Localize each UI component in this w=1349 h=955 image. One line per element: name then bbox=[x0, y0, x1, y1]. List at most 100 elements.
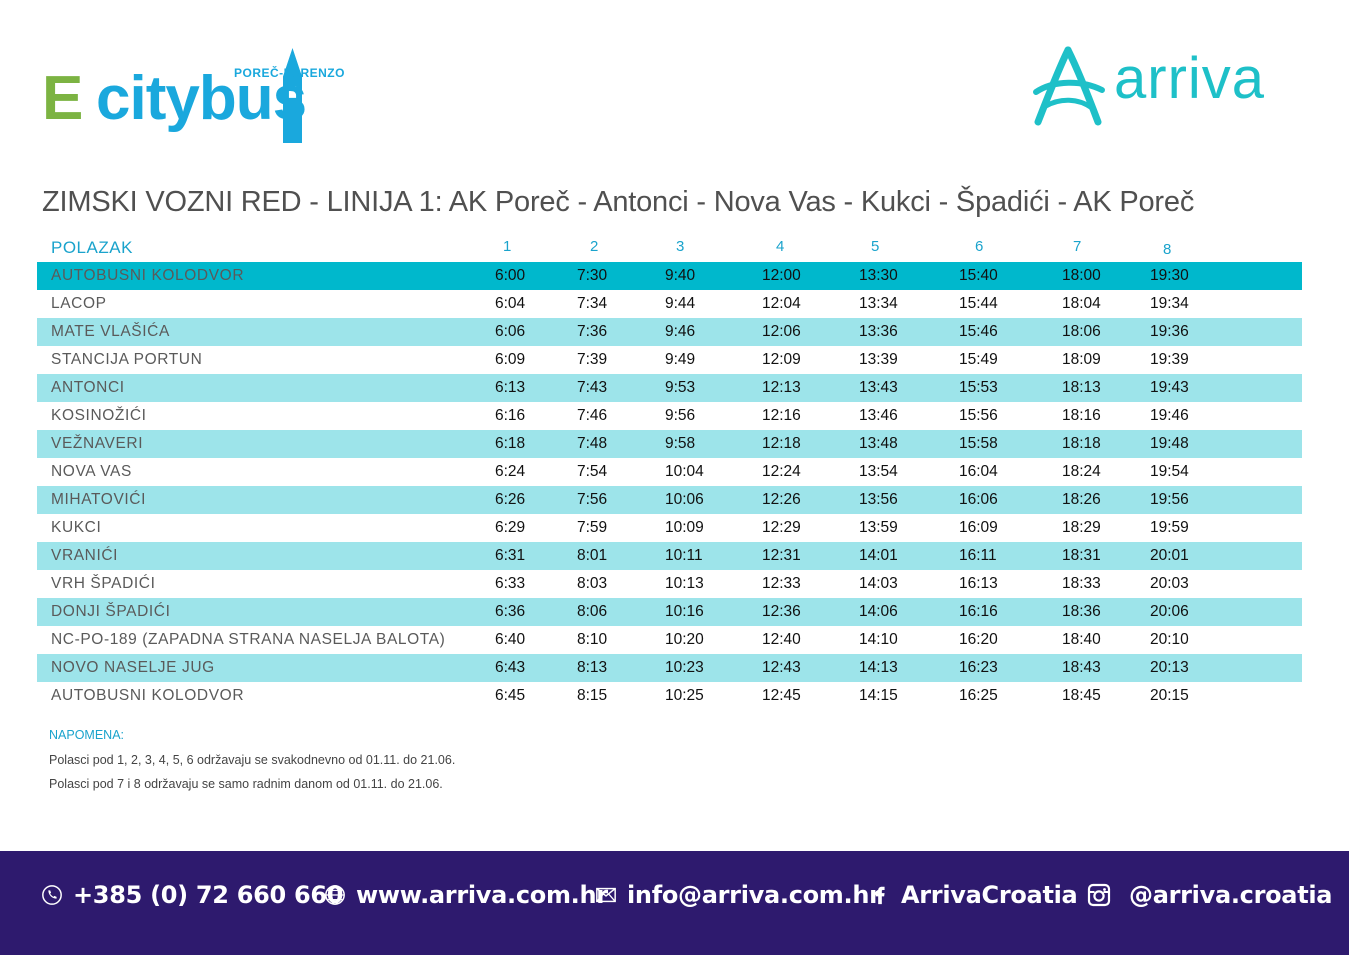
envelope-icon bbox=[596, 887, 616, 903]
footer-website[interactable]: www.arriva.com.hr bbox=[324, 881, 608, 909]
departure-time: 10:25 bbox=[665, 687, 704, 704]
table-row: KOSINOŽIĆI 6:16 7:46 9:56 12:16 13:46 15:56 18:… bbox=[37, 402, 1302, 430]
stop-name: NC-PO-189 (ZAPADNA STRANA NASELJA BALOTA… bbox=[51, 631, 446, 648]
departure-time: 19:39 bbox=[1150, 351, 1189, 368]
departure-time: 6:26 bbox=[495, 491, 526, 508]
citybus-e-letter: E bbox=[42, 64, 84, 133]
departure-number: 1 bbox=[503, 238, 512, 255]
departure-time: 8:10 bbox=[577, 631, 608, 648]
departure-time: 19:48 bbox=[1150, 435, 1189, 452]
table-row: NC-PO-189 (ZAPADNA STRANA NASELJA BALOTA… bbox=[37, 626, 1302, 654]
departure-time: 12:04 bbox=[762, 295, 801, 312]
departure-time: 7:36 bbox=[577, 323, 608, 340]
stop-name: KOSINOŽIĆI bbox=[51, 407, 147, 424]
departure-time: 14:13 bbox=[859, 659, 898, 676]
departure-time: 7:43 bbox=[577, 379, 608, 396]
departure-time: 19:43 bbox=[1150, 379, 1189, 396]
departure-time: 18:33 bbox=[1062, 575, 1101, 592]
table-row: MATE VLAŠIĆA 6:06 7:36 9:46 12:06 13:36 15:46 1… bbox=[37, 318, 1302, 346]
departure-time: 18:00 bbox=[1062, 267, 1101, 284]
website-link: www.arriva.com.hr bbox=[356, 881, 608, 909]
departure-time: 12:40 bbox=[762, 631, 801, 648]
departure-time: 7:54 bbox=[577, 463, 608, 480]
timetable: POLAZAK 1 2 3 4 5 6 7 8 AUTOBUSNI KOLODV… bbox=[37, 234, 1302, 710]
departure-time: 16:06 bbox=[959, 491, 998, 508]
table-row: VRH ŠPADIĆI 6:33 8:03 10:13 12:33 14:03 16:13 1… bbox=[37, 570, 1302, 598]
table-row: NOVO NASELJE JUG 6:43 8:13 10:23 12:43 14:13 1… bbox=[37, 654, 1302, 682]
departure-time: 9:53 bbox=[665, 379, 696, 396]
footer-email[interactable]: info@arriva.com.hr bbox=[595, 881, 881, 909]
table-row: LACOP 6:04 7:34 9:44 12:04 13:34 15:44 18:04 19:… bbox=[37, 290, 1302, 318]
departure-time: 13:34 bbox=[859, 295, 898, 312]
departure-time: 6:31 bbox=[495, 547, 526, 564]
stop-name: VEŽNAVERI bbox=[51, 435, 144, 452]
departure-time: 6:06 bbox=[495, 323, 526, 340]
departure-time: 19:36 bbox=[1150, 323, 1189, 340]
table-body: AUTOBUSNI KOLODVOR 6:00 7:30 9:40 12:00 13:30… bbox=[37, 262, 1302, 710]
departure-time: 9:44 bbox=[665, 295, 696, 312]
facebook-icon bbox=[875, 886, 885, 905]
footer-instagram[interactable]: @arriva.croatia bbox=[1087, 881, 1333, 909]
departure-time: 16:13 bbox=[959, 575, 998, 592]
departure-time: 12:18 bbox=[762, 435, 801, 452]
departure-time: 10:11 bbox=[665, 547, 703, 564]
stop-name: STANCIJA PORTUN bbox=[51, 351, 203, 368]
departure-time: 10:09 bbox=[665, 519, 704, 536]
stop-name: DONJI ŠPADIĆI bbox=[51, 603, 171, 620]
departure-time: 20:13 bbox=[1150, 659, 1189, 676]
departure-time: 9:40 bbox=[665, 267, 696, 284]
departure-time: 6:09 bbox=[495, 351, 526, 368]
departure-time: 14:01 bbox=[859, 547, 898, 564]
table-row: KUKCI 6:29 7:59 10:09 12:29 13:59 16:09 18:29 19… bbox=[37, 514, 1302, 542]
departure-time: 9:56 bbox=[665, 407, 696, 424]
email-link: info@arriva.com.hr bbox=[627, 881, 881, 909]
departure-time: 10:06 bbox=[665, 491, 704, 508]
departure-time: 10:23 bbox=[665, 659, 704, 676]
departure-time: 13:56 bbox=[859, 491, 898, 508]
departure-time: 7:34 bbox=[577, 295, 608, 312]
table-row: NOVA VAS 6:24 7:54 10:04 12:24 13:54 16:04 18:2… bbox=[37, 458, 1302, 486]
departure-time: 6:18 bbox=[495, 435, 526, 452]
departure-time: 7:39 bbox=[577, 351, 608, 368]
instagram-icon bbox=[1087, 883, 1111, 907]
departure-time: 7:46 bbox=[577, 407, 608, 424]
departure-time: 9:46 bbox=[665, 323, 696, 340]
tower-icon bbox=[283, 48, 302, 143]
stop-name: VRANIĆI bbox=[51, 547, 119, 564]
departure-time: 15:46 bbox=[959, 323, 998, 340]
departure-time: 8:06 bbox=[577, 603, 608, 620]
departure-time: 18:18 bbox=[1062, 435, 1101, 452]
departure-time: 7:59 bbox=[577, 519, 608, 536]
departure-time: 18:13 bbox=[1062, 379, 1101, 396]
citybus-logo: E citybus POREČ-PARENZO bbox=[42, 48, 347, 143]
departure-time: 14:06 bbox=[859, 603, 898, 620]
facebook-link: ArrivaCroatia bbox=[901, 881, 1078, 909]
departure-time: 20:15 bbox=[1150, 687, 1189, 704]
stop-column-header: POLAZAK bbox=[51, 238, 133, 257]
footer-facebook[interactable]: ArrivaCroatia bbox=[869, 881, 1078, 909]
departure-time: 12:31 bbox=[762, 547, 801, 564]
stop-name: LACOP bbox=[51, 295, 107, 312]
departure-time: 10:04 bbox=[665, 463, 704, 480]
page-title: ZIMSKI VOZNI RED - LINIJA 1: AK Poreč - … bbox=[42, 186, 1195, 218]
departure-time: 14:03 bbox=[859, 575, 898, 592]
departure-time: 16:20 bbox=[959, 631, 998, 648]
departure-time: 16:11 bbox=[959, 547, 997, 564]
departure-time: 12:33 bbox=[762, 575, 801, 592]
table-row: ANTONCI 6:13 7:43 9:53 12:13 13:43 15:53 18:13 1… bbox=[37, 374, 1302, 402]
citybus-wordmark: citybus bbox=[96, 64, 307, 133]
departure-time: 6:16 bbox=[495, 407, 526, 424]
departure-time: 19:34 bbox=[1150, 295, 1189, 312]
instagram-handle: @arriva.croatia bbox=[1129, 881, 1333, 909]
note-line: Polasci pod 7 i 8 održavaju se samo radn… bbox=[49, 777, 443, 791]
departure-time: 20:10 bbox=[1150, 631, 1189, 648]
footer-phone[interactable]: +385 (0) 72 660 660 bbox=[41, 881, 343, 909]
departure-time: 6:24 bbox=[495, 463, 526, 480]
table-row: AUTOBUSNI KOLODVOR 6:00 7:30 9:40 12:00 13:30… bbox=[37, 262, 1302, 290]
departure-number: 8 bbox=[1163, 241, 1172, 258]
phone-icon bbox=[42, 885, 62, 905]
departure-time: 12:00 bbox=[762, 267, 801, 284]
departure-time: 6:29 bbox=[495, 519, 526, 536]
departure-time: 12:13 bbox=[762, 379, 801, 396]
departure-time: 18:04 bbox=[1062, 295, 1101, 312]
